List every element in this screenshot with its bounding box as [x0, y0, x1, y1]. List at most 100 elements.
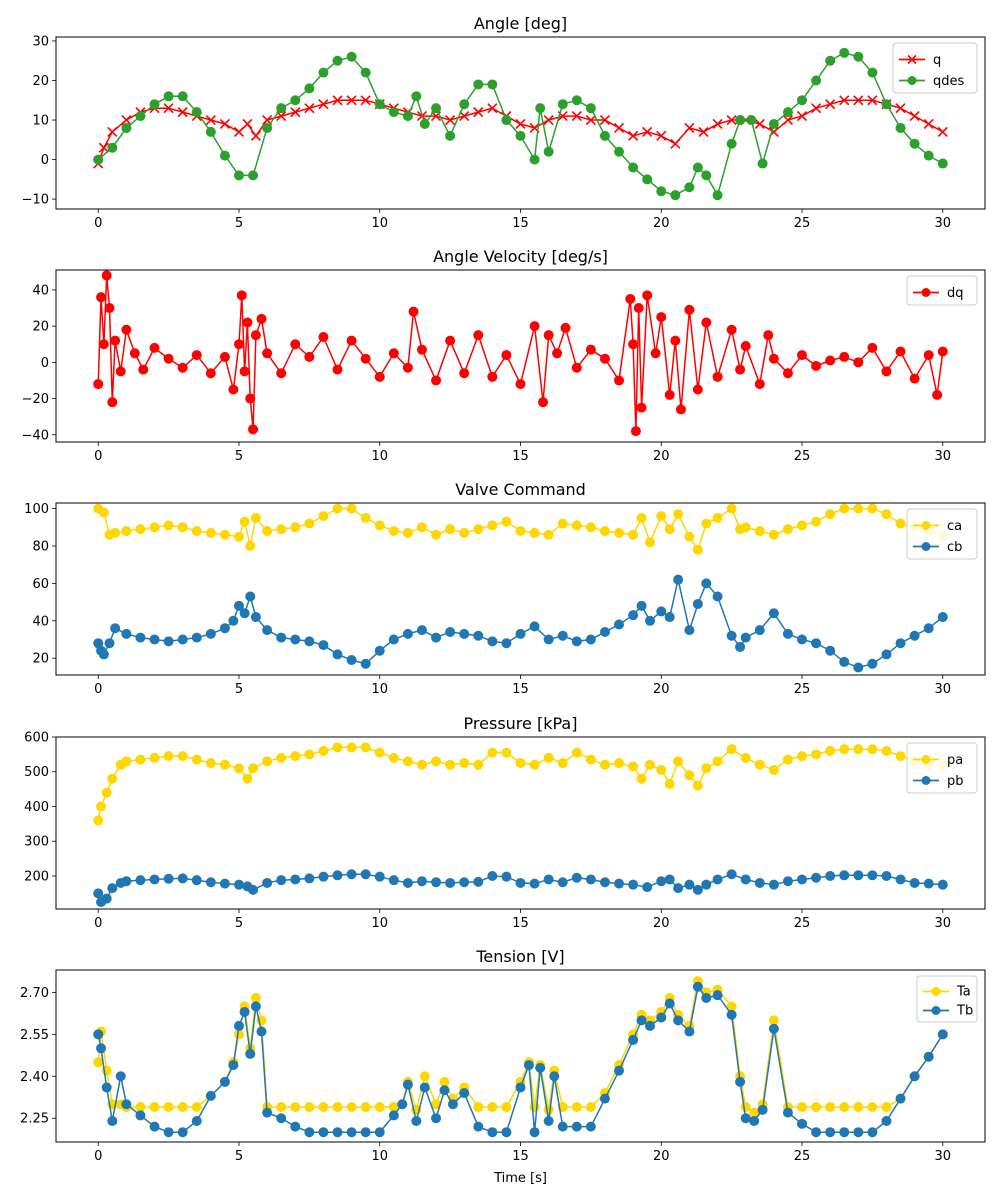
legend-marker-pa — [921, 755, 931, 764]
point-Tb — [487, 1127, 498, 1138]
point-ca — [701, 518, 712, 529]
y-tick-label: 40 — [32, 283, 49, 298]
point-dq — [219, 351, 230, 362]
point-Tb — [411, 1116, 422, 1127]
point-Tb — [543, 1116, 554, 1127]
point-dq — [768, 353, 779, 364]
point-cb — [304, 636, 315, 647]
point-pa — [664, 778, 675, 789]
point-qdes — [219, 150, 230, 161]
point-Tb — [735, 1076, 746, 1087]
point-qdes — [535, 103, 546, 114]
point-q — [726, 114, 737, 126]
point-dq — [932, 389, 943, 400]
point-qdes — [177, 91, 188, 102]
point-dq — [248, 424, 259, 435]
point-cb — [149, 634, 160, 645]
point-qdes — [411, 91, 422, 102]
point-dq — [625, 293, 636, 304]
point-ca — [276, 524, 287, 535]
legend-label-qdes: qdes — [933, 74, 965, 89]
series-pb — [93, 869, 948, 908]
point-Tb — [535, 1062, 546, 1073]
x-tick-label: 10 — [371, 449, 388, 464]
point-q — [515, 118, 526, 130]
point-pa — [599, 759, 610, 770]
point-ca — [673, 509, 684, 520]
point-pb — [726, 869, 737, 880]
point-dq — [633, 303, 644, 314]
point-Tb — [881, 1116, 892, 1127]
legend: ca cb — [906, 508, 978, 560]
point-ca — [825, 509, 836, 520]
point-pa — [811, 749, 822, 760]
point-cb — [177, 634, 188, 645]
point-cb — [205, 628, 216, 639]
point-q — [473, 107, 484, 118]
point-dq — [628, 339, 639, 350]
point-Tb — [515, 1082, 526, 1093]
point-Ta — [529, 1102, 540, 1113]
point-Ta — [797, 1102, 808, 1113]
point-pa — [782, 754, 793, 765]
point-Tb — [757, 1104, 768, 1115]
point-q — [937, 126, 948, 137]
point-qdes — [346, 51, 357, 62]
point-q — [487, 103, 498, 114]
point-Ta — [276, 1102, 287, 1113]
point-cb — [98, 649, 109, 660]
point-dq — [538, 397, 549, 408]
point-dq — [656, 312, 667, 323]
point-ca — [121, 526, 132, 537]
point-cb — [543, 634, 554, 645]
point-Ta — [853, 1102, 864, 1113]
point-Ta — [149, 1102, 160, 1113]
point-cb — [318, 640, 329, 651]
point-Tb — [219, 1076, 230, 1087]
point-qdes — [895, 122, 906, 133]
point-Ta — [585, 1102, 596, 1113]
point-qdes — [473, 79, 484, 90]
point-q — [628, 130, 639, 141]
point-dq — [895, 346, 906, 357]
point-pb — [825, 870, 836, 881]
point-q — [290, 107, 301, 118]
point-qdes — [628, 162, 639, 173]
point-ca — [318, 511, 329, 522]
point-qdes — [402, 111, 413, 122]
point-pb — [501, 871, 512, 882]
chart-title: Angle Velocity [deg/s] — [433, 247, 608, 266]
point-pb — [262, 877, 273, 888]
point-pa — [177, 751, 188, 762]
point-cb — [416, 625, 427, 636]
point-Tb — [557, 1121, 568, 1132]
point-pa — [101, 787, 112, 798]
point-dq — [104, 303, 115, 314]
legend-label-cb: cb — [947, 540, 962, 555]
point-cb — [374, 645, 385, 656]
point-pb — [346, 869, 357, 880]
point-dq — [664, 389, 675, 400]
legend-label-pb: pb — [947, 774, 964, 789]
point-dq — [839, 351, 850, 362]
point-qdes — [543, 146, 554, 157]
x-tick-label: 30 — [934, 916, 951, 931]
point-q — [543, 114, 554, 126]
point-ca — [205, 527, 216, 538]
point-pa — [402, 756, 413, 767]
point-Tb — [262, 1107, 273, 1118]
point-qdes — [881, 99, 892, 110]
point-dq — [228, 384, 239, 395]
point-qdes — [867, 67, 878, 78]
point-cb — [768, 608, 779, 619]
y-tick-label: 2.70 — [20, 986, 49, 1001]
y-tick-label: 500 — [24, 765, 49, 780]
point-cb — [664, 612, 675, 623]
x-tick-label: 10 — [371, 916, 388, 931]
point-cb — [515, 628, 526, 639]
point-q — [250, 130, 261, 141]
point-qdes — [529, 154, 540, 165]
point-ca — [402, 527, 413, 538]
point-Tb — [664, 998, 675, 1009]
point-q — [825, 99, 836, 110]
